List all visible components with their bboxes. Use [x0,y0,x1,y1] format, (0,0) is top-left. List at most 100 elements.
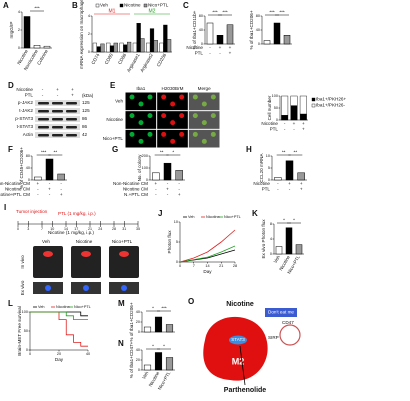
group-label: M2 [149,8,156,14]
row-label: PTL [195,51,204,56]
row-sign: + [166,187,169,192]
blot-band [66,126,77,129]
blot-band [52,102,63,105]
significance: *** [161,306,167,311]
y-tick-label: 0 [276,118,278,122]
bar [263,40,271,45]
legend-swatch [95,3,100,8]
cell [201,120,207,126]
blot-band [38,126,49,129]
bar [295,244,303,255]
blot-band [38,102,49,105]
cell [161,94,167,100]
series-line [179,245,236,263]
significance: ** [294,150,298,155]
event: Tumor injection [16,209,48,214]
bar [159,42,164,53]
y-tick-label: 0 [18,46,20,50]
row-sign: + [71,87,74,92]
signal-box [265,308,297,317]
x-tick-label: CD74 [90,52,100,65]
x-axis-label: Day [55,357,64,362]
row-label: Nicotine [186,45,203,50]
cell [170,138,176,144]
y-tick-label: 10 [174,220,178,224]
cell [129,113,135,119]
bar [275,246,283,255]
group-label: Nicotine [76,239,93,244]
bar [152,172,160,181]
bar [175,170,183,181]
band-size: 125 [82,100,90,105]
bar [119,42,124,53]
y-tick-label: 40 [136,310,140,314]
significance: * [283,218,285,223]
panel-label: F [8,145,13,154]
cell [138,120,144,126]
panel-label: M [118,299,125,308]
band-size: 86 [82,124,88,129]
drug: Nicotine [226,301,254,308]
x-tick-label: 7 [193,264,195,268]
legend-label: Iba1+/PKH26- [316,103,345,108]
row-sign: + [56,87,59,92]
row-label: Nicotine CM [5,187,30,192]
column-label: H2030BrM [162,86,184,91]
panel-label: J [158,209,162,218]
y-tick-label: 80 [26,154,30,158]
y-tick-label: 4 [270,237,272,241]
row-label: Non-Nicotine CM [0,181,30,186]
y-tick-label: 0 [268,178,270,182]
legend-label: Veh [100,3,108,8]
row-sign: + [288,181,291,186]
series-line [30,311,88,320]
y-axis-label: Photon flux [167,230,172,254]
x-tick-label: CD206 [156,52,168,67]
significance: * [163,344,165,349]
band-label: p-STAT3 [15,116,33,121]
row-sign: - [167,181,169,186]
significance: ** [54,150,58,155]
inhibit [239,345,246,386]
y-tick-label: 4 [88,14,90,18]
day-label: 35 [136,227,140,231]
day-label: 7 [41,227,43,231]
x-tick-label: Arginase2 [139,52,154,73]
cell [170,101,176,107]
row-sign: - [37,192,39,197]
bar [285,160,294,181]
cell [201,138,207,144]
bar [100,43,105,53]
bar [297,172,305,181]
series-line [30,311,88,347]
in-vivo-image [33,246,63,278]
signal [83,285,89,291]
y-axis-label: Ex vivo Photon flux [261,219,266,259]
row-sign: + [178,192,181,197]
group-label: Nico+PTL [112,239,133,244]
row-sign: + [154,181,157,186]
bar [165,324,174,333]
bar [274,177,282,181]
in-vivo-image [71,246,101,278]
row-sign: - [42,87,44,92]
cell [161,113,167,119]
row-sign: + [302,121,305,126]
significance: * [172,150,174,155]
cell [147,94,153,100]
group-label: Veh [42,239,50,244]
day-label: 14 [64,227,68,231]
row-label: Nicotine [253,181,270,186]
y-axis-label: mIgG/IP [9,22,14,39]
day-label: 21 [88,227,92,231]
day-label: 31 [122,227,126,231]
bar [165,357,174,371]
y-tick-label: 40 [136,348,140,352]
side-label: In vivo [20,255,25,269]
y-tick-label: 100 [142,166,148,170]
panel-label: N [118,339,124,348]
row-sign: - [37,187,39,192]
legend-label: Nicotine [206,215,220,219]
bar-segment [299,113,307,121]
y-tick-label: 0 [88,50,90,54]
